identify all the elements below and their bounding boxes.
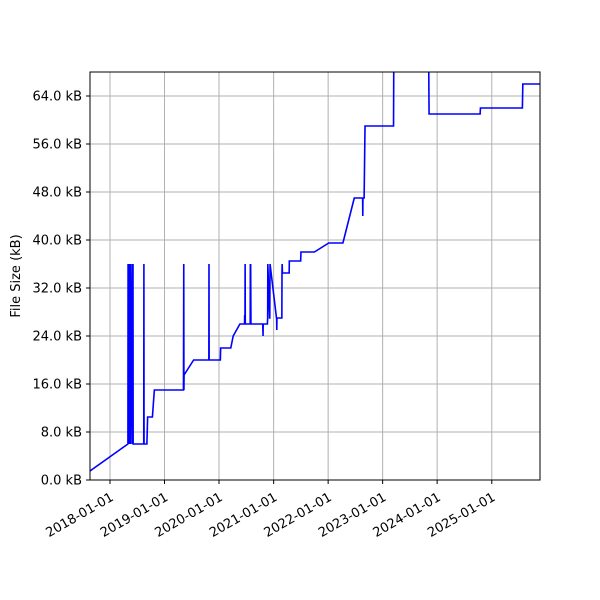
y-tick-label: 64.0 kB — [32, 90, 82, 105]
y-tick-label: 48.0 kB — [32, 186, 82, 201]
y-axis-label: File Size (kB) — [9, 234, 24, 317]
file-size-series-line — [90, 72, 540, 472]
y-tick-label: 0.0 kB — [41, 474, 82, 489]
y-tick-label: 8.0 kB — [41, 426, 82, 441]
y-tick-label: 24.0 kB — [32, 330, 82, 345]
y-tick-label: 16.0 kB — [32, 378, 82, 393]
y-tick-label: 56.0 kB — [32, 138, 82, 153]
tick-marks — [86, 95, 493, 484]
y-tick-label: 32.0 kB — [32, 282, 82, 297]
plot-frame — [89, 71, 541, 481]
y-tick-label: 40.0 kB — [32, 234, 82, 249]
axes — [89, 71, 541, 481]
series-layer — [90, 72, 540, 472]
